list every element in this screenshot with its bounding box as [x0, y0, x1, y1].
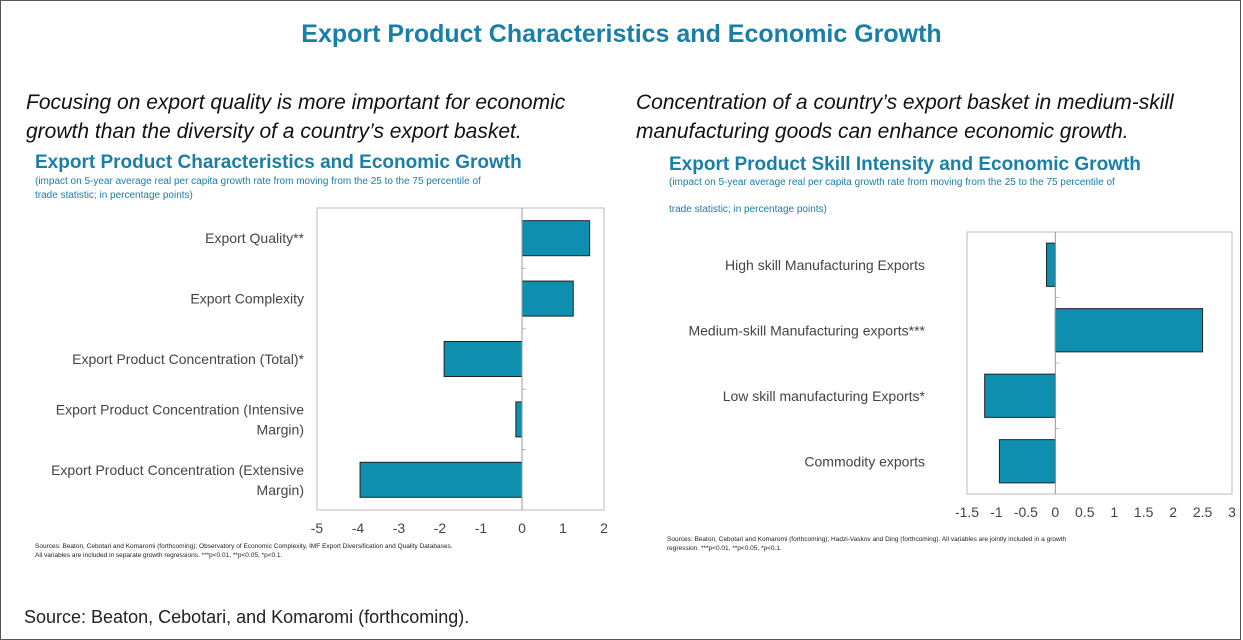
left-subhead-line-2: growth than the diversity of a country’s…	[26, 120, 522, 143]
left-bar	[515, 401, 523, 438]
right-bar	[1054, 308, 1204, 353]
right-category-label: Low skill manufacturing Exports*	[723, 388, 926, 404]
right-bar	[984, 373, 1056, 418]
right-chart-title: Export Product Skill Intensity and Econo…	[669, 154, 1141, 175]
left-tick-label: -4	[352, 520, 365, 536]
left-tick-label: 2	[600, 520, 608, 536]
left-chart-subtitle: (impact on 5-year average real per capit…	[35, 175, 481, 203]
left-category-label: Export Product Concentration (Extensive M…	[51, 462, 304, 498]
right-subhead-line-1: Concentration of a country’s export bask…	[636, 91, 1174, 114]
right-source-line-1: Sources: Beaton, Cebotari and Komaromi (…	[667, 536, 1067, 543]
right-chart-subtitle-line-2: trade statistic; in percentage points)	[669, 204, 827, 215]
left-bar	[521, 220, 591, 257]
left-tick-label: -2	[434, 520, 447, 536]
left-chart-title: Export Product Characteristics and Econo…	[35, 152, 522, 173]
page-title: Export Product Characteristics and Econo…	[301, 20, 942, 48]
right-plot-area	[966, 231, 1233, 495]
right-bar	[1046, 242, 1056, 287]
left-tick-label: -5	[311, 520, 324, 536]
right-tick-label: -1.5	[955, 504, 979, 520]
right-category-label: Medium-skill Manufacturing exports***	[688, 322, 925, 338]
right-tick-label: -1	[990, 504, 1003, 520]
left-tick-label: -1	[475, 520, 488, 536]
left-chart-subtitle-line-2: trade statistic; in percentage points)	[35, 190, 193, 201]
right-tick-label: -0.5	[1014, 504, 1038, 520]
right-tick-label: 3	[1228, 504, 1236, 520]
right-chart-subtitle: (impact on 5-year average real per capit…	[669, 176, 1115, 217]
right-tick-label: 2	[1169, 504, 1177, 520]
right-category-label: Commodity exports	[804, 453, 925, 469]
right-tick-label: 0.5	[1075, 504, 1095, 520]
right-subhead: Concentration of a country’s export bask…	[636, 88, 1174, 146]
right-tick-label: 1	[1110, 504, 1118, 520]
left-subhead: Focusing on export quality is more impor…	[26, 88, 565, 146]
left-bar	[443, 340, 523, 378]
right-source-line-2: regression. ***p<0.01, **p<0.05, *p<0.1.	[667, 544, 782, 552]
left-chart-source: Sources: Beaton, Cebotari and Komaromi (…	[35, 543, 453, 560]
left-category-label: Export Quality**	[205, 230, 304, 246]
footer-source: Source: Beaton, Cebotari, and Komaromi (…	[24, 607, 470, 627]
right-bar-chart: High skill Manufacturing Exports Medium-s…	[688, 231, 1236, 520]
left-chart-subtitle-line-1: (impact on 5-year average real per capit…	[35, 176, 481, 187]
right-bar	[998, 439, 1056, 484]
left-bar	[521, 280, 574, 317]
right-chart-subtitle-line-1: (impact on 5-year average real per capit…	[669, 177, 1115, 188]
right-category-label: High skill Manufacturing Exports	[725, 257, 925, 273]
right-chart-source: Sources: Beaton, Cebotari and Komaromi (…	[667, 536, 1066, 553]
left-tick-label: -3	[393, 520, 406, 536]
left-tick-label: 0	[518, 520, 526, 536]
left-bar-chart: Export Quality** Export Complexity Export …	[51, 207, 608, 536]
left-category-label: Export Product Concentration (Intensive M…	[56, 401, 304, 437]
right-tick-label: 2.5	[1193, 504, 1213, 520]
left-bar	[359, 461, 523, 498]
left-tick-label: 1	[559, 520, 567, 536]
left-plot-area	[316, 207, 605, 511]
left-category-label: Export Complexity	[190, 291, 304, 307]
right-subhead-line-2: manufacturing goods can enhance economic…	[636, 120, 1129, 143]
right-tick-label: 1.5	[1134, 504, 1154, 520]
left-subhead-line-1: Focusing on export quality is more impor…	[26, 91, 566, 114]
right-tick-label: 0	[1051, 504, 1059, 520]
left-source-line-2: All variables are included in separate g…	[35, 551, 283, 559]
left-category-label: Export Product Concentration (Total)*	[72, 351, 304, 367]
left-source-line-1: Sources: Beaton, Cebotari and Komaromi (…	[35, 543, 453, 550]
